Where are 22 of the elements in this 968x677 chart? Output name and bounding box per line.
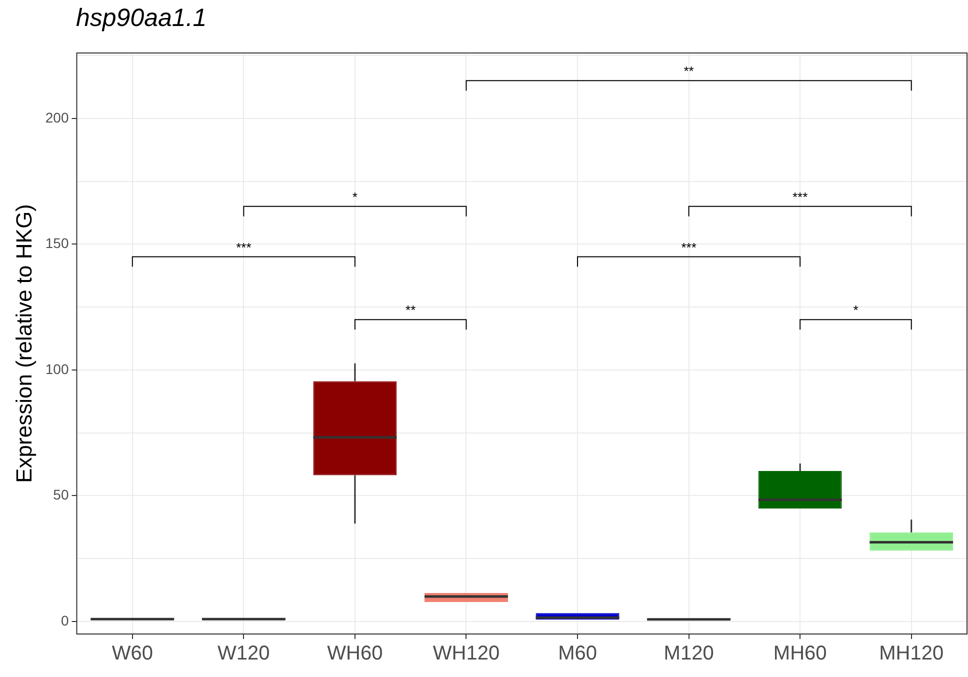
- x-tick-label: W60: [112, 642, 153, 665]
- chart-title: hsp90aa1.1: [76, 4, 207, 33]
- x-tick-label: M60: [558, 642, 597, 665]
- annotation: *: [853, 302, 858, 318]
- x-tick-label: MH60: [773, 642, 827, 665]
- y-tick-label: 0: [60, 612, 69, 628]
- x-tick-label: WH120: [432, 642, 500, 665]
- y-tick-label: 50: [53, 486, 69, 503]
- annotation: **: [684, 64, 694, 79]
- annotation: *: [352, 190, 358, 204]
- y-tick-label: 100: [45, 360, 69, 377]
- annotation: **: [406, 302, 416, 318]
- x-tick-label: MH120: [879, 642, 944, 665]
- annotation: ***: [792, 190, 808, 204]
- x-tick-label: W120: [218, 642, 270, 665]
- y-tick-label: 150: [45, 235, 69, 252]
- x-tick-label: WH60: [327, 642, 383, 665]
- annotation: ***: [236, 240, 252, 255]
- annotation: ***: [681, 240, 696, 255]
- y-tick-label: 200: [45, 109, 69, 126]
- y-axis-title: Expression (relative to HKG): [11, 204, 36, 483]
- x-tick-label: M120: [664, 642, 714, 665]
